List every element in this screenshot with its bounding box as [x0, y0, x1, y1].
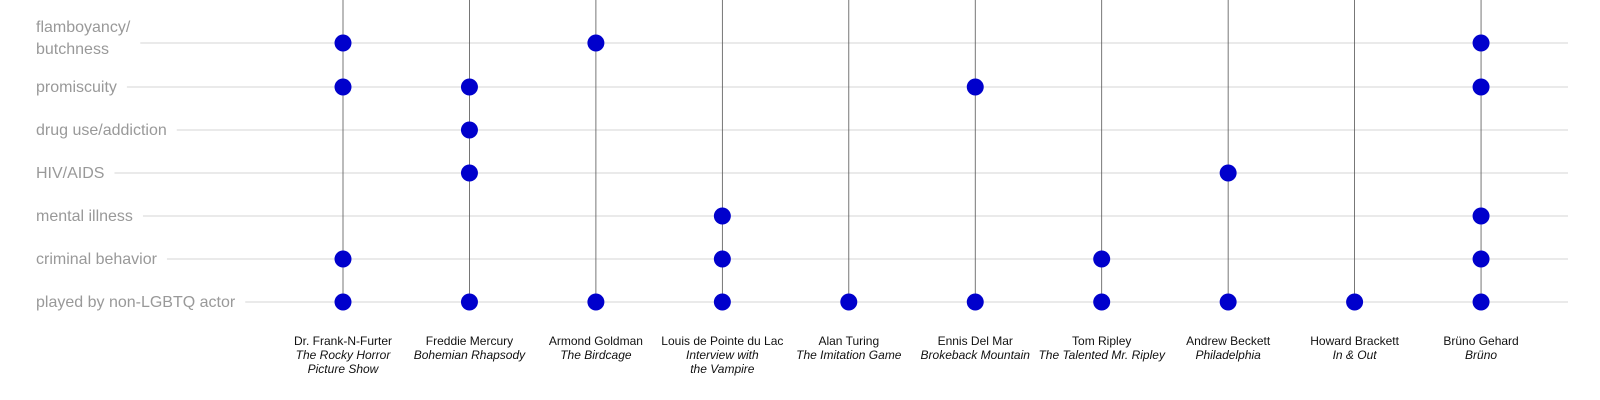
data-point: [1472, 207, 1490, 225]
data-point: [713, 207, 731, 225]
data-point: [713, 250, 731, 268]
data-point: [460, 78, 478, 96]
column-label: Dr. Frank-N-Furter The Rocky Horror Pictur…: [294, 334, 392, 376]
column-label: Ennis Del Mar Brokeback Mountain: [921, 334, 1031, 362]
column-label: Louis de Pointe du Lac Interview with the …: [661, 334, 783, 376]
row-label-line: promiscuity: [36, 79, 117, 96]
film-title: The Talented Mr. Ripley: [1038, 348, 1166, 362]
row-label-line: criminal behavior: [36, 251, 158, 268]
column-label: Alan Turing The Imitation Game: [796, 334, 902, 362]
row-label: drug use/addiction: [36, 122, 167, 139]
row-label: flamboyancy/butchness: [36, 19, 131, 58]
column-label: Freddie Mercury Bohemian Rhapsody: [414, 334, 526, 362]
film-title: Brüno: [1465, 348, 1497, 362]
column-label: Howard Brackett In & Out: [1310, 334, 1399, 362]
character-name: Andrew Beckett: [1186, 334, 1271, 348]
data-point: [460, 164, 478, 182]
data-point: [1472, 78, 1490, 96]
film-title: Picture Show: [308, 362, 380, 376]
column-label: Tom Ripley The Talented Mr. Ripley: [1038, 334, 1166, 362]
data-point: [1093, 250, 1111, 268]
data-points: [334, 34, 1490, 311]
data-point: [587, 34, 605, 52]
character-name: Tom Ripley: [1072, 334, 1131, 348]
data-point: [1219, 164, 1237, 182]
character-name: Howard Brackett: [1310, 334, 1399, 348]
data-point: [334, 250, 352, 268]
film-title: The Imitation Game: [796, 348, 902, 362]
data-point: [1472, 34, 1490, 52]
row-labels: flamboyancy/butchness promiscuity drug use…: [36, 19, 236, 311]
row-label-line: butchness: [36, 41, 109, 58]
column-labels: Dr. Frank-N-Furter The Rocky Horror Pictur…: [294, 334, 1519, 376]
data-point: [334, 34, 352, 52]
film-title: Bohemian Rhapsody: [414, 348, 526, 362]
row-label: HIV/AIDS: [36, 165, 104, 182]
row-label: promiscuity: [36, 79, 117, 96]
row-label: played by non-LGBTQ actor: [36, 294, 236, 311]
row-label: mental illness: [36, 208, 133, 225]
character-name: Louis de Pointe du Lac: [661, 334, 783, 348]
column-label: Andrew Beckett Philadelphia: [1186, 334, 1271, 362]
data-point: [1219, 293, 1237, 311]
data-point: [1472, 293, 1490, 311]
data-point: [966, 78, 984, 96]
character-name: Brüno Gehard: [1443, 334, 1518, 348]
data-point: [334, 293, 352, 311]
film-title: Philadelphia: [1195, 348, 1261, 362]
row-label-line: drug use/addiction: [36, 122, 167, 139]
film-title: the Vampire: [690, 362, 755, 376]
row-label-line: played by non-LGBTQ actor: [36, 294, 236, 311]
character-name: Alan Turing: [818, 334, 879, 348]
row-label: criminal behavior: [36, 251, 158, 268]
data-point: [966, 293, 984, 311]
column-label: Armond Goldman The Birdcage: [549, 334, 643, 362]
column-label: Brüno Gehard Brüno: [1443, 334, 1518, 362]
data-point: [460, 121, 478, 139]
row-label-line: mental illness: [36, 208, 133, 225]
data-point: [1472, 250, 1490, 268]
data-point: [1093, 293, 1111, 311]
film-title: Interview with: [686, 348, 759, 362]
data-point: [713, 293, 731, 311]
row-gridlines: [114, 42, 1568, 303]
film-title: Brokeback Mountain: [921, 348, 1031, 362]
character-name: Freddie Mercury: [426, 334, 513, 348]
row-label-line: HIV/AIDS: [36, 165, 104, 182]
film-title: The Rocky Horror: [296, 348, 392, 362]
data-point: [1346, 293, 1364, 311]
character-name: Dr. Frank-N-Furter: [294, 334, 392, 348]
film-title: In & Out: [1333, 348, 1378, 362]
column-lines: [342, 0, 1482, 302]
data-point: [460, 293, 478, 311]
data-point: [587, 293, 605, 311]
character-name: Ennis Del Mar: [938, 334, 1013, 348]
character-name: Armond Goldman: [549, 334, 643, 348]
film-title: The Birdcage: [560, 348, 632, 362]
data-point: [334, 78, 352, 96]
row-label-line: flamboyancy/: [36, 19, 131, 36]
data-point: [840, 293, 858, 311]
